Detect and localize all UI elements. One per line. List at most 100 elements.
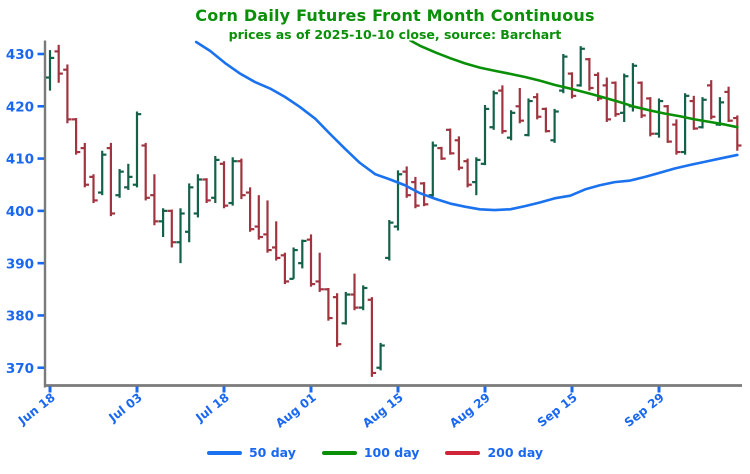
ohlc-bar	[132, 111, 142, 188]
ohlc-bar	[254, 195, 263, 240]
ohlc-bar	[428, 141, 437, 197]
ohlc-bar	[367, 297, 377, 377]
ohlc-bar	[541, 107, 551, 133]
ohlc-bar	[385, 220, 394, 261]
ohlc-bar	[463, 158, 472, 188]
ohlc-bar	[167, 209, 176, 248]
ohlc-bar	[193, 174, 203, 218]
ohlc-bar	[472, 157, 481, 196]
ohlc-bar	[506, 110, 516, 141]
ohlc-bar	[80, 142, 89, 188]
ohlc-bars	[46, 44, 742, 377]
ohlc-bar	[611, 81, 620, 117]
x-tick-label: Jul 03	[105, 390, 144, 425]
ma-line-100-day	[408, 40, 739, 129]
ohlc-bar	[680, 93, 690, 155]
legend-item-200-day: 200 day	[445, 445, 543, 460]
ohlc-bar	[115, 169, 124, 198]
ohlc-bar	[280, 252, 290, 285]
y-axis: 370 380 390 400 410 420 430	[6, 47, 44, 377]
ohlc-bar	[715, 97, 725, 126]
x-tick-label: Jun 18	[15, 390, 58, 428]
legend-item-50-day: 50 day	[206, 445, 296, 460]
ohlc-bar	[637, 81, 646, 119]
legend-swatch-100-day-line	[321, 450, 357, 455]
x-tick-label: Aug 29	[447, 390, 493, 430]
x-tick-label: Sep 15	[535, 390, 580, 430]
ohlc-bar	[654, 98, 664, 138]
legend-item-100-day: 100 day	[321, 445, 420, 460]
legend-label-50-day: 50 day	[248, 445, 296, 460]
ohlc-bar	[585, 57, 594, 91]
ohlc-bar	[350, 273, 359, 311]
ohlc-bar	[498, 85, 507, 134]
ohlc-bar	[733, 115, 742, 151]
y-tick-label: 390	[6, 256, 34, 272]
ohlc-bar	[315, 252, 324, 292]
legend-swatch-50-day-line	[206, 450, 242, 455]
ohlc-bar	[324, 287, 333, 321]
ohlc-bar	[359, 285, 368, 311]
ohlc-bar	[576, 46, 585, 87]
y-tick-label: 430	[6, 47, 34, 63]
ohlc-bar	[376, 342, 385, 371]
legend-swatch-200-day-line	[445, 450, 481, 455]
ohlc-bar	[707, 80, 716, 120]
ohlc-bar	[515, 87, 524, 124]
ohlc-bar	[71, 118, 81, 155]
x-axis: Jun 18 Jul 03 Jul 18 Aug 01 Aug 15 Aug 29 Sep …	[15, 386, 667, 430]
ohlc-bar	[150, 174, 159, 226]
ohlc-bar	[306, 234, 316, 287]
ohlc-bar	[393, 170, 403, 231]
ohlc-bar	[454, 136, 464, 171]
ohlc-bar	[524, 98, 533, 137]
x-tick-label: Sep 29	[622, 390, 667, 430]
ohlc-bar	[237, 158, 246, 200]
y-tick-label: 420	[6, 99, 34, 115]
ohlc-bar	[211, 155, 220, 204]
ohlc-bar	[480, 104, 490, 166]
ohlc-bar	[98, 150, 107, 196]
ohlc-bar	[89, 174, 98, 204]
ohlc-bar	[341, 291, 350, 325]
ohlc-bar	[489, 90, 498, 130]
ohlc-bar	[620, 73, 629, 122]
ohlc-bar	[158, 208, 168, 238]
x-tick-label: Aug 01	[273, 390, 319, 430]
ohlc-bar	[263, 200, 272, 253]
ohlc-bar	[446, 128, 455, 155]
ohlc-bar	[228, 157, 237, 206]
ohlc-bar	[46, 50, 55, 91]
x-tick-label: Aug 15	[360, 390, 406, 430]
ohlc-bar	[646, 97, 655, 137]
ohlc-bar	[298, 239, 307, 269]
x-tick-label: Jul 18	[192, 390, 231, 425]
ohlc-bar	[402, 166, 411, 198]
y-tick-label: 410	[6, 152, 34, 168]
ohlc-bar	[141, 142, 150, 201]
ohlc-bar	[567, 72, 577, 99]
ohlc-bar	[245, 187, 255, 232]
ohlc-bar	[176, 208, 185, 264]
ohlc-bar	[724, 86, 733, 122]
ohlc-bar	[289, 247, 298, 280]
ohlc-bar	[672, 119, 681, 155]
chart-legend: 50 day 100 day 200 day	[0, 445, 750, 460]
ohlc-bar	[533, 93, 542, 120]
ohlc-bar	[106, 142, 116, 217]
ohlc-bar	[219, 161, 229, 209]
y-tick-label: 380	[6, 309, 34, 325]
legend-label-100-day: 100 day	[363, 445, 420, 460]
ma-line-50-day	[194, 40, 739, 212]
ohlc-bar	[185, 183, 194, 243]
ohlc-bar	[272, 221, 281, 261]
ohlc-bar	[63, 64, 72, 124]
y-tick-label: 400	[6, 204, 34, 220]
y-tick-label: 370	[6, 361, 34, 377]
ohlc-bar	[411, 176, 420, 209]
ohlc-bar	[550, 108, 559, 143]
ohlc-bar	[698, 97, 707, 129]
ohlc-bar	[437, 146, 446, 160]
